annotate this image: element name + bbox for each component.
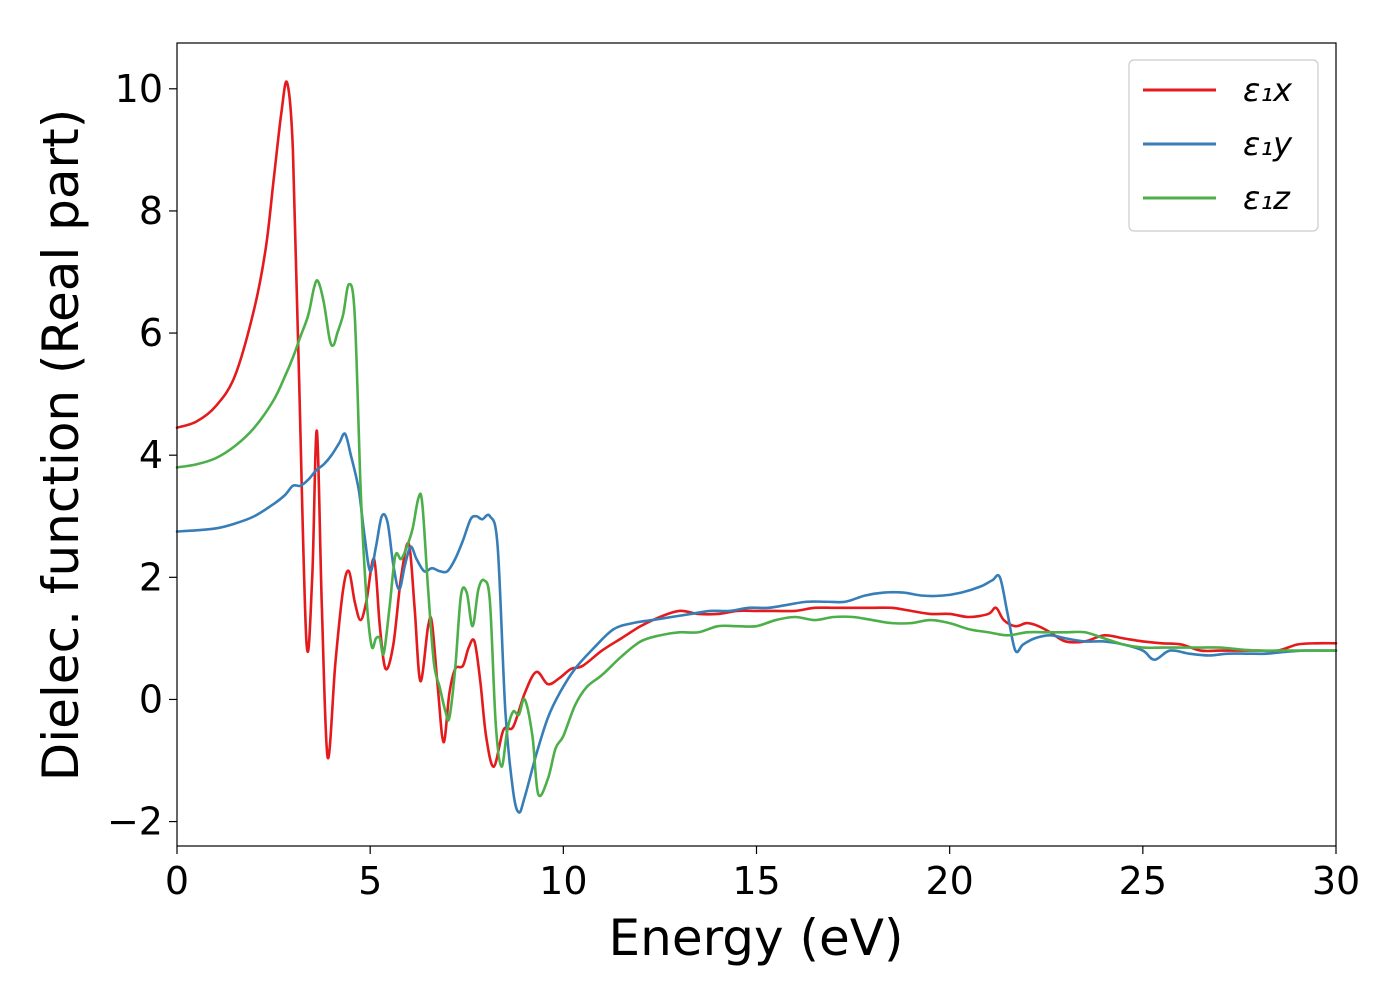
y-tick-label: 0 — [139, 677, 163, 721]
series-layer — [175, 80, 1338, 814]
y-tick-label: 8 — [139, 189, 163, 233]
x-tick-label: 30 — [1312, 859, 1360, 903]
x-tick-label: 15 — [732, 859, 780, 903]
legend: ε₁x ε₁y ε₁z — [1128, 59, 1319, 232]
x-tick-label: 10 — [539, 859, 587, 903]
x-tick-label: 25 — [1119, 859, 1167, 903]
x-tick-label: 0 — [165, 859, 189, 903]
y-axis: −2 0 2 4 6 8 10 — [107, 67, 177, 844]
series-line-1 — [175, 80, 1338, 768]
y-tick-label: 4 — [139, 433, 163, 477]
x-tick-label: 5 — [358, 859, 382, 903]
legend-box — [1128, 59, 1319, 232]
legend-label-3: ε₁z — [1243, 179, 1291, 217]
x-tick-label: 20 — [925, 859, 973, 903]
y-tick-label: 10 — [115, 67, 163, 111]
y-tick-label: 2 — [139, 555, 163, 599]
legend-entries: ε₁x ε₁y ε₁z — [1143, 71, 1293, 217]
y-tick-label: 6 — [139, 311, 163, 355]
x-axis-title: Energy (eV) — [609, 909, 904, 967]
series-line-3 — [175, 278, 1338, 798]
series-line-2 — [175, 432, 1338, 814]
y-tick-label: −2 — [107, 800, 163, 844]
legend-label-1: ε₁x — [1243, 71, 1293, 109]
y-axis-title: Dielec. function (Real part) — [32, 109, 90, 781]
x-axis: 0 5 10 15 20 25 30 — [165, 846, 1360, 903]
legend-label-2: ε₁y — [1243, 125, 1293, 163]
